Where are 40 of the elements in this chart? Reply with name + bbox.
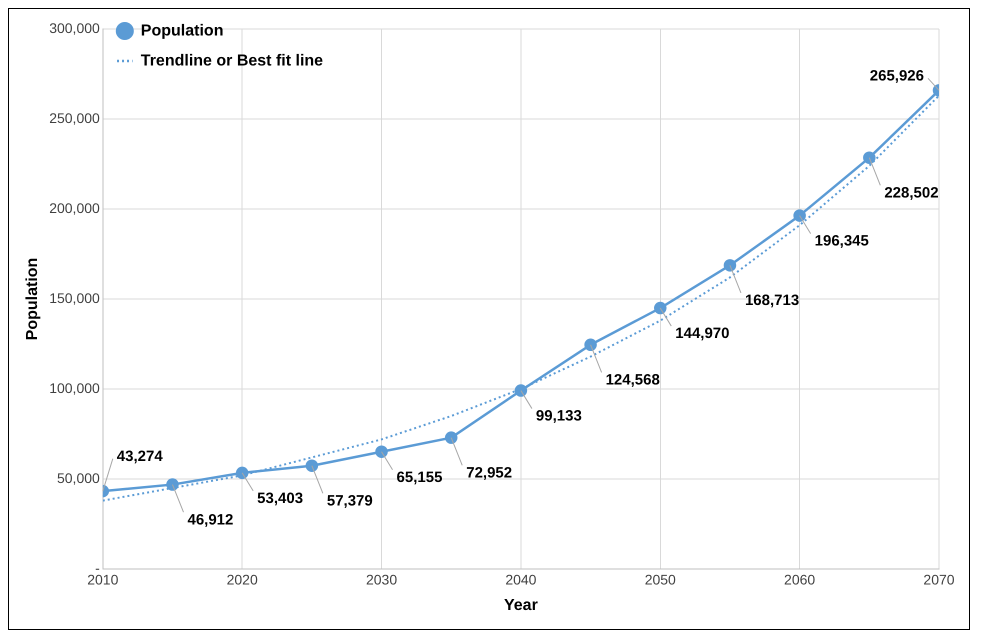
data-label: 72,952 [466, 464, 512, 482]
data-label: 57,379 [326, 492, 373, 510]
point [236, 466, 248, 480]
data-label: 46,912 [187, 511, 234, 528]
y-tick-label: 150,000 [49, 290, 100, 306]
y-tick-label: 50,000 [56, 470, 100, 486]
point [375, 445, 388, 458]
data-label: 144,970 [675, 325, 730, 342]
data-label: 265,926 [870, 67, 924, 84]
data-label: 124,568 [606, 372, 660, 389]
point [863, 151, 876, 164]
point [724, 259, 736, 272]
x-tick-label: 2040 [505, 571, 537, 588]
x-axis-title: Year [504, 596, 538, 614]
data-label: 228,502 [884, 184, 939, 202]
data-label: 99,133 [536, 408, 582, 425]
x-tick-label: 2020 [226, 571, 258, 588]
x-tick-label: 2030 [366, 571, 398, 588]
x-tick-label: 2070 [923, 571, 955, 588]
legend-label: Trendline or Best fit line [140, 52, 324, 70]
point [514, 384, 528, 397]
point [654, 302, 667, 314]
point [793, 209, 806, 222]
point [166, 478, 179, 491]
point [444, 431, 458, 444]
point [306, 459, 318, 472]
y-tick-label: 300,000 [49, 20, 100, 36]
legend-label: Population [140, 22, 224, 40]
x-tick-label: 2050 [644, 571, 676, 588]
data-label: 53,403 [257, 490, 304, 508]
y-tick-label: 100,000 [49, 380, 100, 396]
y-tick-label: 200,000 [49, 200, 100, 216]
data-label: 43,274 [116, 448, 164, 465]
y-tick-label: 250,000 [49, 110, 100, 126]
data-label: 196,345 [814, 232, 869, 250]
y-axis-title: Population [24, 258, 42, 340]
data-label: 168,713 [744, 292, 800, 310]
data-label: 65,155 [396, 468, 442, 486]
point [584, 338, 597, 352]
x-tick-label: 2060 [784, 571, 816, 588]
